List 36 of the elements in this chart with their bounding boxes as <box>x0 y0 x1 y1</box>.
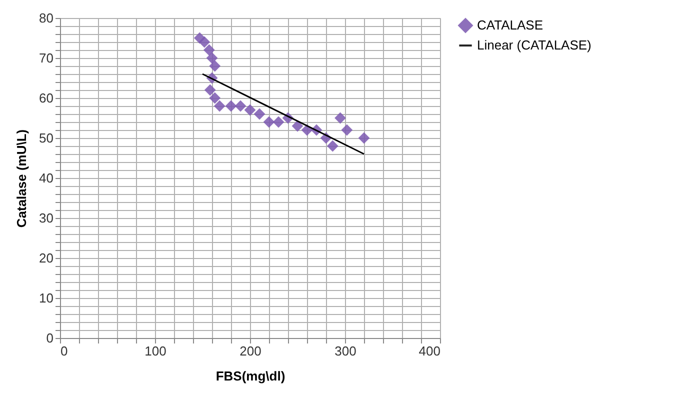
point <box>263 116 275 128</box>
point <box>204 84 216 96</box>
y-tick-label: 20 <box>39 250 54 266</box>
y-tick-label: 80 <box>39 10 54 26</box>
x-tick-label: 300 <box>334 344 356 358</box>
point <box>254 108 266 120</box>
point <box>225 100 237 112</box>
point <box>334 112 346 124</box>
x-tick-label: 0 <box>60 344 68 358</box>
x-tick-label: 200 <box>240 344 262 358</box>
x-axis-title: FBS(mg\dl) <box>216 368 286 384</box>
point <box>272 116 284 128</box>
y-tick-label: 10 <box>39 290 54 306</box>
y-axis-title: Catalase (mU\L) <box>14 129 30 228</box>
point <box>206 52 218 64</box>
point <box>234 100 246 112</box>
y-tick-label: 60 <box>39 90 54 106</box>
point <box>214 100 226 112</box>
point <box>203 44 215 56</box>
point <box>209 92 221 104</box>
y-tick-label: 0 <box>46 330 54 346</box>
legend-label: Linear (CATALASE) <box>477 38 592 52</box>
point <box>358 132 370 144</box>
point <box>209 60 221 72</box>
point <box>198 36 210 48</box>
y-tick-label: 50 <box>39 130 54 146</box>
y-tick-label: 40 <box>39 170 54 186</box>
point <box>341 124 353 136</box>
legend-label: CATALASE <box>477 18 544 32</box>
y-tick-label: 70 <box>39 50 54 66</box>
x-tick-label: 100 <box>144 344 166 358</box>
x-tick-label: 400 <box>418 344 440 358</box>
point <box>292 120 304 132</box>
y-tick-label: 30 <box>39 210 54 226</box>
point <box>326 140 338 152</box>
point <box>244 104 256 116</box>
